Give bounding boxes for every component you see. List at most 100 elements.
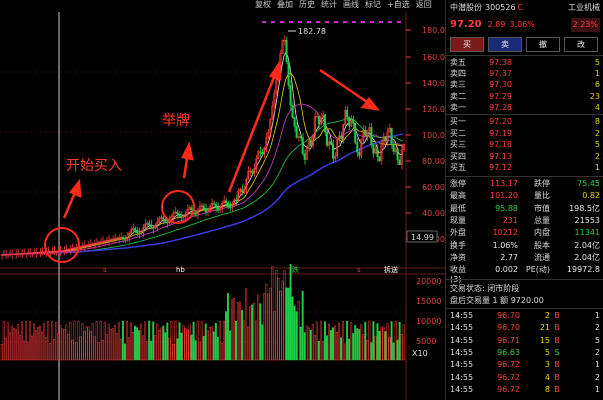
candle-body bbox=[129, 229, 132, 234]
candle-body bbox=[325, 131, 328, 146]
candle-body bbox=[89, 243, 92, 246]
candle-body bbox=[336, 139, 339, 157]
candle-body bbox=[24, 252, 27, 255]
moving-average-lines bbox=[0, 51, 404, 256]
industry-label[interactable]: 工业机械 bbox=[568, 3, 600, 12]
candle-body bbox=[364, 130, 367, 137]
candle-body bbox=[107, 239, 110, 242]
volume-bar bbox=[231, 299, 233, 361]
volume-bar bbox=[214, 322, 217, 361]
candle-body bbox=[81, 245, 84, 248]
candle-body bbox=[287, 61, 290, 86]
volume-bar bbox=[119, 338, 122, 361]
candle-body bbox=[220, 202, 223, 209]
volume-bar bbox=[47, 321, 50, 361]
stat-row: 最高 101.20 量比 0.82 bbox=[450, 191, 600, 201]
volume-bar bbox=[138, 330, 141, 361]
candle-body bbox=[273, 92, 276, 107]
candle-body bbox=[255, 158, 258, 169]
candle-body bbox=[184, 213, 187, 217]
volume-bar bbox=[325, 335, 328, 361]
candle-body bbox=[352, 119, 355, 124]
volume-bar bbox=[67, 333, 70, 361]
ask-row: 卖一 97.28 4 bbox=[450, 103, 600, 113]
marker-s: s bbox=[357, 266, 361, 274]
candle-body bbox=[14, 253, 17, 255]
candle-body bbox=[85, 244, 88, 247]
stat-label: 涨停 bbox=[450, 179, 466, 188]
ask-row: 卖二 97.29 23 bbox=[450, 92, 600, 102]
candle-body bbox=[212, 203, 215, 205]
candle-body bbox=[53, 250, 56, 253]
volume-bar bbox=[269, 287, 272, 361]
stat-value: 11341 bbox=[574, 228, 600, 238]
candle-body bbox=[180, 216, 183, 218]
candle-body bbox=[396, 148, 399, 161]
volume-bar bbox=[174, 320, 177, 361]
volume-bar bbox=[152, 321, 155, 361]
volume-bar bbox=[55, 322, 58, 361]
volume-bar bbox=[313, 335, 316, 361]
vol-tick: 10000 bbox=[416, 317, 441, 326]
ask-row: 卖五 97.38 5 bbox=[450, 58, 600, 68]
candle-body bbox=[392, 144, 395, 152]
volume-bar bbox=[301, 290, 304, 361]
candle-body bbox=[125, 236, 128, 240]
bid-row: 买二 97.19 2 bbox=[450, 129, 600, 139]
price-tick: 100.0 bbox=[422, 131, 445, 140]
toolbar-overlay[interactable]: 叠加 bbox=[277, 0, 293, 9]
toolbar-restore-rights[interactable]: 复权 bbox=[255, 0, 271, 9]
candle-body bbox=[202, 205, 205, 210]
volume-bar bbox=[237, 302, 240, 361]
candle-body bbox=[350, 119, 353, 126]
volume-bar bbox=[107, 324, 110, 361]
cancel-order-button[interactable]: 撤 bbox=[526, 37, 560, 52]
candle-body bbox=[186, 209, 189, 215]
volume-bar bbox=[247, 326, 250, 361]
stat-label: 股本 bbox=[534, 240, 550, 250]
candle-body bbox=[317, 115, 320, 125]
volume-bar bbox=[273, 311, 276, 361]
stat-label: 量比 bbox=[534, 191, 550, 201]
toolbar-history[interactable]: 历史 bbox=[299, 0, 315, 9]
toolbar-back[interactable]: 返回 bbox=[415, 0, 432, 9]
bid-volume: 8 bbox=[594, 117, 600, 126]
tick-side: B bbox=[554, 323, 560, 333]
candle-body bbox=[194, 213, 197, 215]
kline-chart[interactable]: 180.0 160.0 140.0 120.0 100.0 80.00 60.0… bbox=[0, 12, 445, 400]
tick-time: 14:55 bbox=[450, 335, 474, 345]
volume-bar bbox=[283, 270, 286, 361]
tick-volume: 21 bbox=[539, 323, 550, 333]
volume-bar bbox=[218, 321, 221, 361]
candle-body bbox=[51, 251, 54, 253]
toolbar-add-favorite[interactable]: +自选 bbox=[387, 0, 410, 9]
candle-body bbox=[57, 250, 60, 253]
buy-button[interactable]: 买 bbox=[450, 37, 484, 52]
toolbar-mark[interactable]: 标记 bbox=[365, 0, 381, 9]
toolbar-draw-line[interactable]: 画线 bbox=[343, 0, 359, 9]
marker-s: s bbox=[103, 266, 107, 274]
sell-button[interactable]: 卖 bbox=[488, 37, 522, 52]
candle-body bbox=[239, 189, 242, 192]
volume-bar bbox=[101, 340, 104, 361]
peak-price-label: 182.78 bbox=[298, 27, 326, 36]
volume-bar bbox=[330, 330, 332, 361]
volume-bar bbox=[164, 332, 167, 361]
volume-bar bbox=[192, 321, 195, 361]
bid-price: 97.20 bbox=[489, 117, 512, 126]
tick-volume: 8 bbox=[544, 384, 550, 394]
modify-order-button[interactable]: 改 bbox=[564, 37, 598, 52]
volume-bar bbox=[156, 323, 159, 361]
tick-count: 5 bbox=[594, 335, 600, 345]
volume-bar bbox=[394, 320, 397, 361]
volume-bar bbox=[150, 340, 153, 361]
candle-body bbox=[93, 243, 96, 245]
candle-body bbox=[301, 137, 304, 154]
candle-body bbox=[402, 143, 405, 150]
volume-axis: 20000 15000 10000 5000 X10 bbox=[412, 277, 441, 358]
bid-volume: 2 bbox=[594, 128, 600, 138]
volume-bar bbox=[53, 339, 56, 361]
toolbar-statistics[interactable]: 统计 bbox=[321, 0, 337, 9]
stat-value: 2.04亿 bbox=[574, 252, 600, 262]
stat-row: 现量 231 总量 21553 bbox=[450, 216, 600, 226]
